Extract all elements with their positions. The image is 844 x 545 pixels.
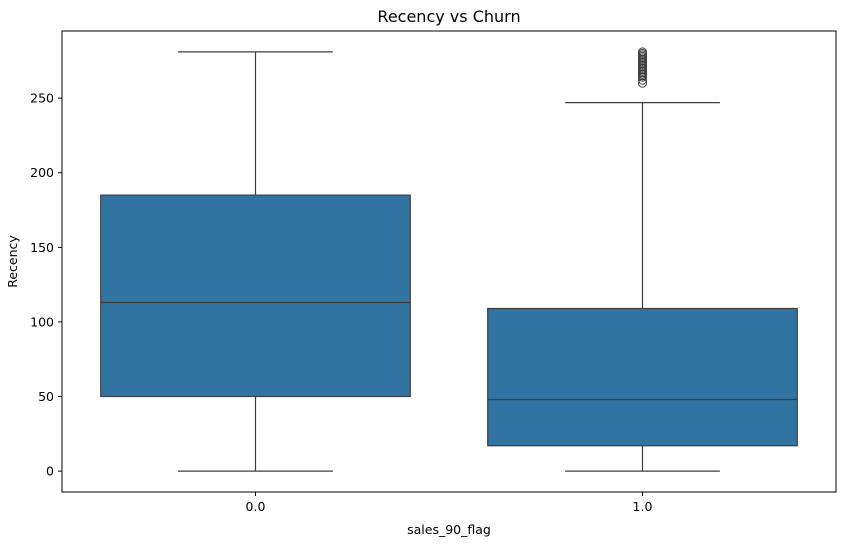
outlier-point bbox=[638, 47, 647, 57]
iqr-box bbox=[100, 194, 411, 398]
y-tick-label: 200 bbox=[30, 165, 54, 180]
y-tick-label: 50 bbox=[38, 389, 54, 404]
y-tick-label: 250 bbox=[30, 91, 54, 106]
iqr-box bbox=[487, 307, 798, 447]
x-axis-label: sales_90_flag bbox=[407, 522, 491, 537]
y-tick-label: 100 bbox=[30, 314, 54, 329]
box-1.0 bbox=[487, 47, 798, 472]
plot-area bbox=[100, 47, 798, 472]
outlier-point bbox=[638, 78, 647, 88]
y-axis: 0 50 100 150 200 250 bbox=[30, 91, 62, 479]
x-axis: 0.0 1.0 bbox=[246, 492, 653, 514]
y-tick-label: 0 bbox=[46, 464, 54, 479]
plot-frame bbox=[61, 30, 837, 493]
x-tick-label: 1.0 bbox=[633, 499, 653, 514]
chart-title: Recency vs Churn bbox=[377, 7, 520, 26]
y-tick-label: 150 bbox=[30, 240, 54, 255]
outlier-point bbox=[638, 75, 647, 85]
box-0.0 bbox=[100, 51, 411, 472]
x-tick-label: 0.0 bbox=[246, 499, 266, 514]
y-axis-label: Recency bbox=[5, 235, 20, 288]
